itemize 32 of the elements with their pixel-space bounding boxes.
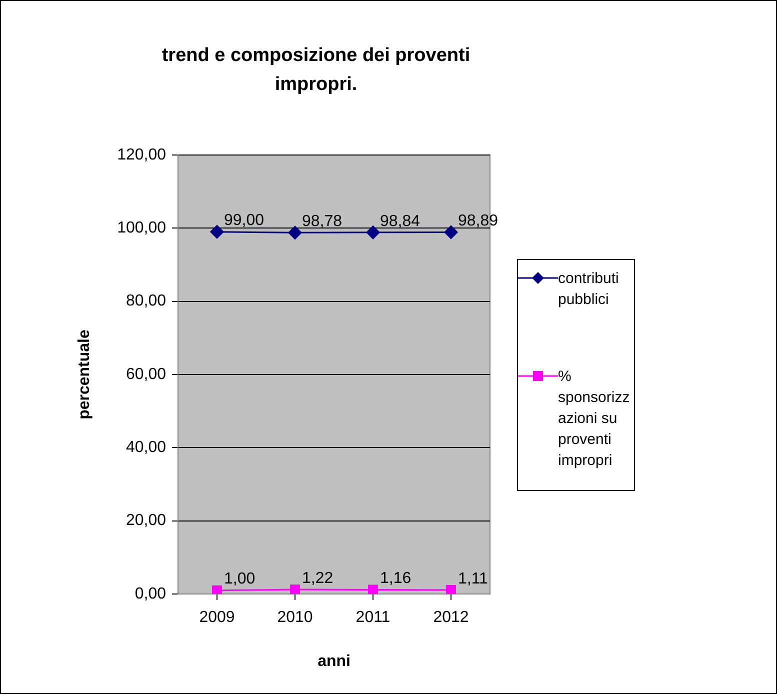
legend-label: contributi pubblici	[558, 269, 620, 310]
point	[290, 584, 300, 594]
data-label: 98,78	[302, 213, 342, 230]
point	[210, 225, 224, 239]
x-tick-label: 2011	[356, 609, 390, 626]
point	[288, 226, 302, 240]
y-tick-label: 80,00	[126, 292, 166, 310]
x-tick-label: 2009	[199, 609, 235, 626]
y-tick-label: 40,00	[126, 439, 166, 456]
data-label: 1,00	[224, 570, 256, 588]
legend-label: % sponsorizzazioni su proventi impropri	[558, 367, 631, 471]
data-label: 98,89	[458, 212, 498, 230]
y-tick-label: 20,00	[126, 512, 166, 530]
y-tick-label: 60,00	[126, 366, 166, 383]
y-tick-label: 120,00	[117, 146, 166, 164]
x-tick-label: 2010	[277, 609, 313, 626]
x-axis-title: anni	[318, 652, 350, 670]
data-label: 1,11	[458, 570, 488, 588]
point	[444, 225, 458, 239]
point	[366, 226, 380, 240]
point	[446, 584, 456, 594]
y-tick-label: 0,00	[134, 585, 166, 602]
point	[212, 585, 222, 594]
data-label: 1,16	[380, 570, 412, 588]
point	[368, 584, 378, 594]
chart-title: trend e composizione dei proventi impropri.	[160, 44, 472, 97]
x-tick-label: 2012	[433, 609, 469, 626]
y-tick-label: 100,00	[117, 220, 166, 237]
data-label: 98,84	[380, 212, 420, 230]
y-axis-title: percentuale	[76, 329, 94, 420]
data-label: 99,00	[224, 212, 264, 230]
data-label: 1,22	[302, 570, 334, 587]
